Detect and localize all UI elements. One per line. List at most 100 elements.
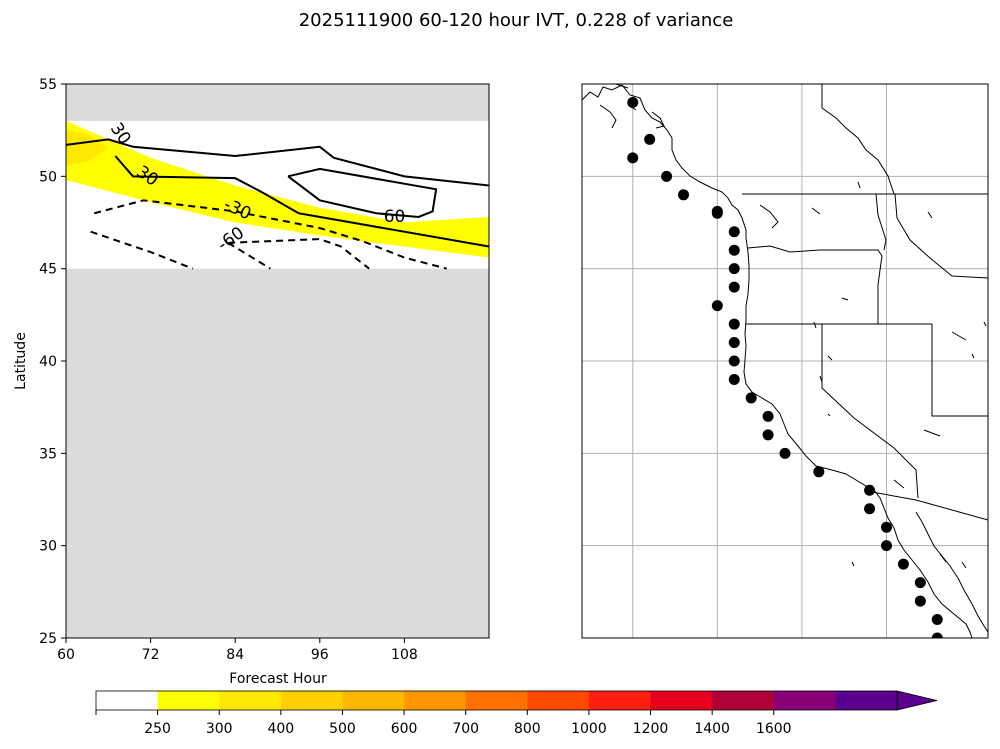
station-point [728,281,740,293]
y-tick-label: 25 [39,631,57,647]
colorbar-tick-label: 800 [514,721,541,737]
contour-line-60-2 [298,212,489,248]
coastline [582,84,973,638]
station-point [864,503,876,515]
canada-provincial-border [821,84,895,195]
y-tick-label: 30 [39,539,57,555]
missing-region-south [66,268,489,638]
idaho-border [875,193,988,279]
station-point [779,447,791,459]
colorbar-extend-arrow [896,690,938,711]
colorbar: 250 300 400 500 600 700 800 1000 1200 1400 1600 [95,690,938,737]
missing-region-north [66,84,489,121]
ivt-fill-250 [66,120,489,258]
colorbar-cell [712,691,775,710]
colorbar-tick-label: 1000 [571,721,607,737]
contour-line-neg60-5 [90,230,194,270]
colorbar-cell [157,691,220,710]
colorbar-tick-label: 400 [267,721,294,737]
station-point [711,300,723,312]
y-tick-label: 45 [39,262,57,278]
map-frame [581,83,989,639]
colorbar-tick-label: 250 [144,721,171,737]
colorbar-tick-label: 1400 [694,721,730,737]
x-tick-label: 60 [57,647,75,663]
variance-contour-lines [66,138,489,270]
station-point [728,373,740,385]
contour-label: 60 [384,207,406,227]
colorbar-cell [773,691,836,710]
station-point [762,429,774,441]
contour-line-neg60-7 [227,241,271,270]
station-point [897,558,909,570]
colorbar-tick-label: 1200 [633,721,669,737]
map-borders [582,84,988,638]
station-point [661,170,673,182]
x-axis-ticks: 60 72 84 96 108 [57,638,418,663]
missing-data-mask [66,84,489,638]
station-point [914,577,926,589]
washington-oregon-border [747,245,883,324]
x-tick-label: 84 [226,647,244,663]
nevada-arizona-border [931,324,988,417]
y-tick-label: 35 [39,446,57,462]
colorbar-cell [527,691,590,710]
colorbar-cell [280,691,343,710]
colorbar-cell [342,691,405,710]
x-tick-label: 72 [142,647,160,663]
colorbar-cell [96,691,159,710]
colorbar-cell [650,691,713,710]
colorbar-frame [95,690,898,711]
map-panel [581,83,989,639]
colorbar-cell [835,691,898,710]
ivt-fill-300 [66,130,109,166]
contour-line-60-3 [287,167,438,218]
station-point [881,540,892,552]
colorbar-cell [465,691,528,710]
x-axis-label: Forecast Hour [229,671,327,687]
station-point [881,521,892,533]
california-nevada-border [821,324,919,499]
y-axis-ticks: 25 30 35 40 45 50 55 [39,77,66,647]
station-point [864,484,876,496]
station-point [762,410,774,422]
colorbar-cell [588,691,652,710]
figure-title: 2025111900 60-120 hour IVT, 0.228 of var… [299,10,734,31]
station-point [728,337,740,349]
colorbar-tick-label: 1600 [756,721,792,737]
y-tick-label: 55 [39,77,57,93]
x-tick-label: 96 [311,647,329,663]
station-point [627,96,639,108]
y-tick-label: 40 [39,354,57,370]
ivt-filled-contours [66,120,489,258]
colorbar-tick-label: 500 [329,721,356,737]
colorbar-tick-label: 600 [391,721,418,737]
station-point [678,189,689,201]
colorbar-cell [219,691,282,710]
station-point [711,205,723,217]
contour-line-neg60-6 [228,238,370,270]
colorbar-tick-label: 300 [206,721,233,737]
baja-east-coast [915,511,988,633]
station-point [745,392,757,404]
station-point [728,263,740,275]
station-point [813,466,825,478]
contour-line-30-0 [66,138,489,187]
x-tick-label: 108 [391,647,418,663]
colorbar-cells [96,691,898,710]
station-point [644,133,656,145]
station-point [728,244,740,256]
contour-line-30-1 [114,155,300,215]
station-point [931,614,943,626]
y-axis-label: Latitude [13,332,29,390]
station-point [931,632,943,638]
colorbar-tick-label: 700 [452,721,479,737]
station-point [728,318,740,330]
map-station-points [627,96,943,638]
station-point [914,595,926,607]
contour-line-neg30-4 [93,199,447,270]
station-point [728,226,740,238]
us-mexico-border [871,491,988,521]
